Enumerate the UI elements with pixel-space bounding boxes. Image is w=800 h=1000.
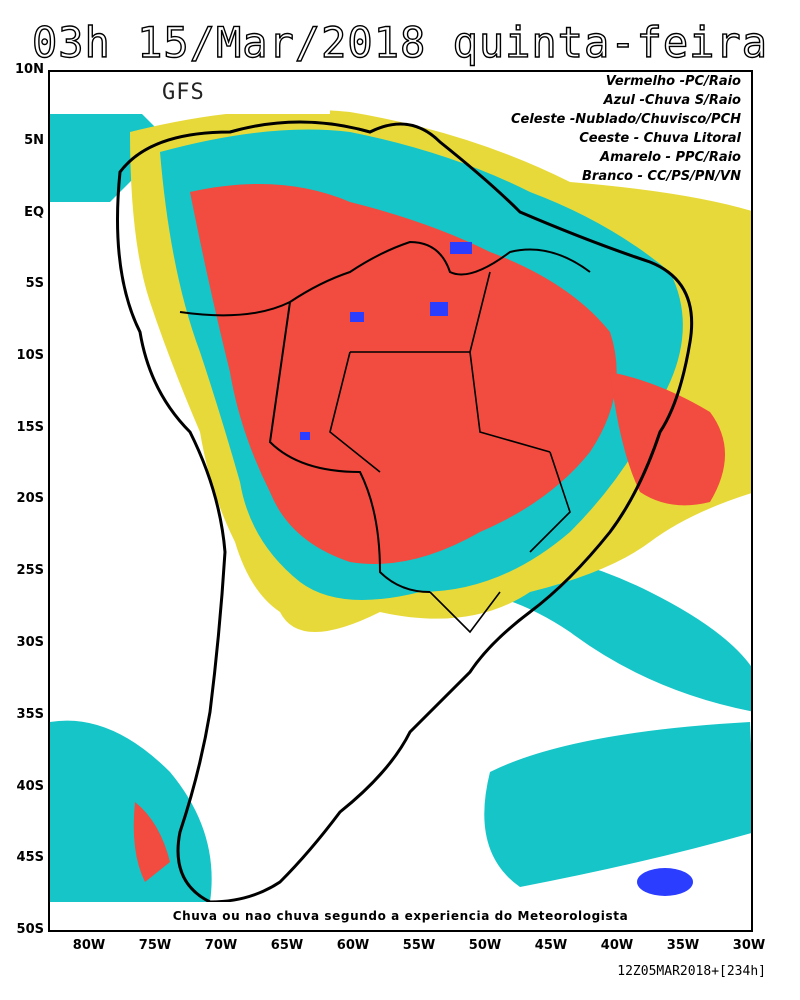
lon-label: 35W — [666, 938, 700, 953]
lat-label: 15S — [16, 420, 44, 435]
lon-label: 40W — [600, 938, 634, 953]
map-canvas — [50, 102, 751, 904]
legend: Vermelho -PC/Raio Azul -Chuva S/Raio Cel… — [511, 72, 741, 186]
lon-label: 50W — [468, 938, 502, 953]
blue-rain-2 — [350, 312, 364, 322]
south-america-coastline — [116, 120, 694, 904]
legend-item: Branco - CC/PS/PN/VN — [582, 169, 741, 184]
lat-label: 5N — [24, 133, 44, 148]
lon-label: 75W — [138, 938, 172, 953]
cyan-band-southwest — [50, 720, 212, 902]
convection-red — [190, 184, 617, 564]
brazil-border — [179, 240, 591, 593]
lon-label: 65W — [270, 938, 304, 953]
lon-label: 60W — [336, 938, 370, 953]
legend-item: Vermelho -PC/Raio — [605, 74, 741, 89]
lon-label: 55W — [402, 938, 436, 953]
legend-item: Amarelo - PPC/Raio — [600, 150, 741, 165]
weather-map[interactable]: GFS Vermelho -PC/Raio Azul -Chuva S/Raio… — [48, 70, 753, 932]
lat-label: 40S — [16, 779, 44, 794]
lat-label: 20S — [16, 491, 44, 506]
lat-label: 30S — [16, 635, 44, 650]
lon-label: 45W — [534, 938, 568, 953]
blue-rain-1 — [450, 242, 472, 254]
blue-rain-3 — [430, 302, 448, 316]
lat-label: 45S — [16, 850, 44, 865]
legend-item: Celeste -Nublado/Chuvisco/PCH — [510, 112, 741, 127]
model-label-box: GFS — [50, 72, 330, 114]
lon-label: 70W — [204, 938, 238, 953]
red-east-coast — [610, 372, 725, 506]
lat-label: 50S — [16, 922, 44, 937]
run-info: 12Z05MAR2018+[234h] — [617, 964, 766, 979]
lon-label: 30W — [732, 938, 766, 953]
lat-label: 5S — [25, 276, 44, 291]
lat-label: 35S — [16, 707, 44, 722]
legend-item: Azul -Chuva S/Raio — [603, 93, 741, 108]
red-patagonia — [133, 802, 170, 882]
blue-rain-4 — [300, 432, 310, 440]
lat-label: 10S — [16, 348, 44, 363]
footer-note: Chuva ou nao chuva segundo a experiencia… — [50, 902, 751, 930]
lat-label: 25S — [16, 563, 44, 578]
lat-label: 10N — [15, 62, 44, 77]
cyan-band-south-atlantic — [484, 722, 751, 887]
map-title: 03h 15/Mar/2018 quinta-feira — [31, 17, 768, 67]
model-label: GFS — [162, 80, 205, 105]
state-borders — [329, 271, 571, 634]
lon-label: 80W — [72, 938, 106, 953]
cyan-band-north — [50, 102, 170, 202]
legend-item: Ceeste - Chuva Litoral — [579, 131, 741, 146]
blue-rain-atlantic — [637, 868, 693, 896]
lat-label: EQ — [24, 205, 44, 220]
